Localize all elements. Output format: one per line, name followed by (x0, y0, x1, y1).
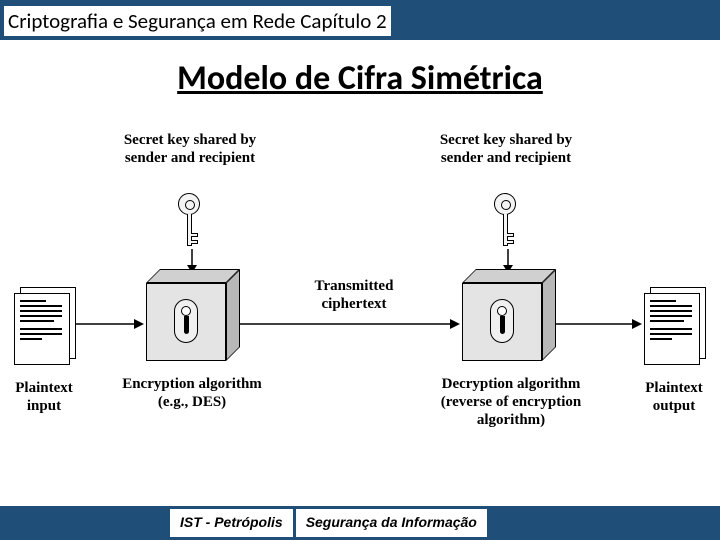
arrow-dec-to-output (556, 317, 644, 331)
footer-left: IST - Petrópolis (170, 509, 293, 537)
plaintext-input-label: Plaintextinput (4, 379, 84, 415)
cipher-diagram: Secret key shared bysender and recipient… (10, 119, 710, 459)
transmitted-label: Transmittedciphertext (306, 277, 402, 313)
key-icon-right (490, 193, 520, 249)
footer-right: Segurança da Informação (296, 509, 487, 537)
key-icon-left (174, 193, 204, 249)
encryption-box (146, 269, 238, 361)
key-label-right: Secret key shared bysender and recipient (416, 131, 596, 167)
arrow-input-to-enc (76, 317, 146, 331)
plaintext-input-doc (14, 287, 76, 365)
plaintext-output-label: Plaintextoutput (634, 379, 714, 415)
decryption-box (462, 269, 554, 361)
footer-bar: IST - Petrópolis Segurança da Informação (0, 506, 720, 540)
header-bar: Criptografia e Segurança em Rede Capítul… (0, 0, 720, 40)
arrow-enc-to-dec (240, 317, 462, 331)
header-text: Criptografia e Segurança em Rede Capítul… (4, 6, 391, 36)
plaintext-output-doc (644, 287, 706, 365)
page-title: Modelo de Cifra Simétrica (0, 58, 720, 99)
decryption-label: Decryption algorithm(reverse of encrypti… (426, 375, 596, 429)
encryption-label: Encryption algorithm(e.g., DES) (114, 375, 270, 411)
key-label-left: Secret key shared bysender and recipient (100, 131, 280, 167)
